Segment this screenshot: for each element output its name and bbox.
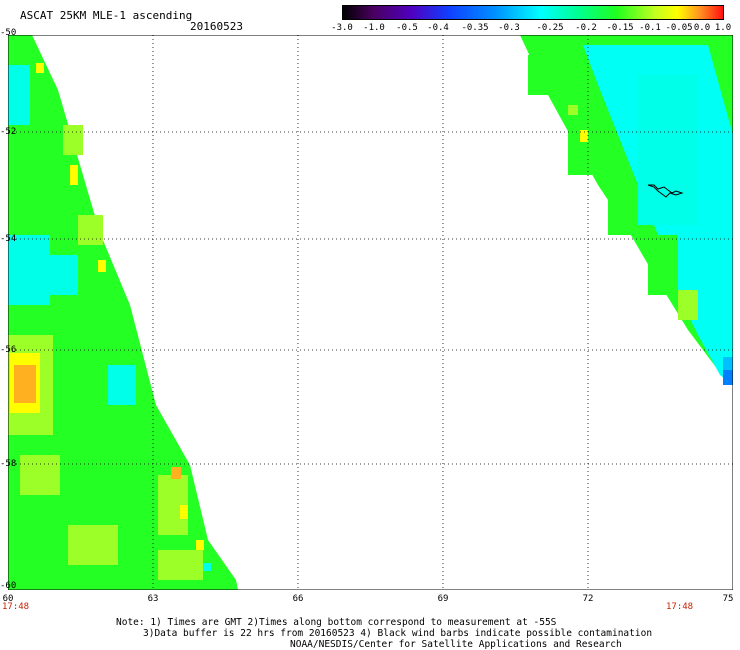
colorbar-label: -0.2: [575, 23, 597, 33]
colorbar-label: -0.05: [665, 23, 693, 33]
lat-label: -50: [0, 28, 17, 38]
time-left: 17:48: [2, 602, 30, 612]
right-swath: [520, 35, 733, 385]
scatterometer-map: [8, 35, 733, 590]
graticule: [8, 35, 733, 590]
lat-label: -56: [0, 345, 17, 355]
lat-label: -60: [0, 581, 17, 591]
colorbar-labels: -3.0 -1.0 -0.5 -0.4 -0.35 -0.3 -0.25 -0.…: [330, 23, 735, 35]
note-line-3: NOAA/NESDIS/Center for Satellite Applica…: [290, 639, 622, 650]
lon-label: 72: [582, 594, 594, 604]
lon-label: 63: [147, 594, 159, 604]
lon-label: 75: [722, 594, 734, 604]
lat-label: -58: [0, 459, 17, 469]
lon-label: 60: [2, 594, 14, 604]
note-line-1: Note: 1) Times are GMT 2)Times along bot…: [116, 617, 557, 628]
lon-label: 69: [437, 594, 449, 604]
colorbar-label: -0.25: [536, 23, 564, 33]
colorbar-label: -1.0: [363, 23, 385, 33]
product-date: 20160523: [190, 20, 243, 33]
lat-label: -54: [0, 234, 17, 244]
product-title: ASCAT 25KM MLE-1 ascending: [20, 9, 193, 22]
colorbar-label: -0.15: [606, 23, 634, 33]
colorbar-label: -3.0: [331, 23, 353, 33]
colorbar-label: 0.0: [693, 23, 711, 33]
lon-label: 66: [292, 594, 304, 604]
colorbar-label: 1.0: [714, 23, 732, 33]
note-line-2: 3)Data buffer is 22 hrs from 20160523 4)…: [143, 628, 653, 639]
colorbar-label: -0.1: [639, 23, 661, 33]
colorbar: [342, 5, 724, 20]
colorbar-label: -0.3: [498, 23, 520, 33]
time-right: 17:48: [666, 602, 694, 612]
colorbar-label: -0.4: [427, 23, 449, 33]
lat-label: -52: [0, 127, 17, 137]
colorbar-label: -0.5: [396, 23, 418, 33]
colorbar-label: -0.35: [461, 23, 489, 33]
left-swath: [8, 35, 238, 590]
